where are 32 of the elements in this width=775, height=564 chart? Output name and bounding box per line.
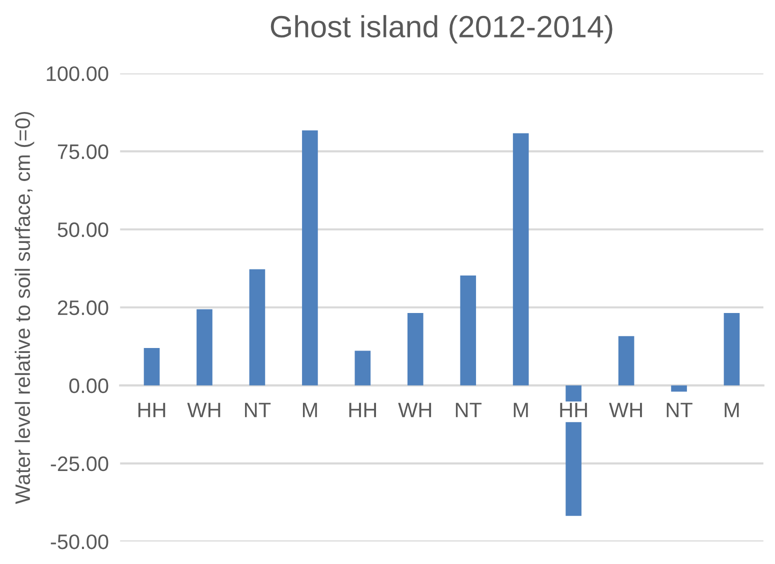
y-tick-label: 75.00 — [58, 144, 108, 160]
bar — [724, 312, 740, 386]
y-tick-label: -25.00 — [50, 456, 108, 472]
y-tick-label: 100.00 — [46, 66, 108, 82]
x-tick-label: HH — [560, 402, 587, 418]
bar — [618, 336, 634, 386]
bar — [196, 309, 212, 386]
bar — [512, 133, 529, 386]
bar — [144, 348, 160, 386]
x-tick-label: HH — [138, 402, 166, 418]
x-tick-label: M — [302, 402, 317, 418]
x-tick-label: M — [514, 402, 528, 418]
bar — [302, 130, 318, 386]
x-tick-label: HH — [349, 402, 376, 418]
bar — [407, 312, 424, 386]
chart-title: Ghost island (2012-2014) — [270, 15, 612, 44]
x-tick-label: M — [724, 402, 739, 418]
y-axis-title: Water level relative to soil surface, cm (=0) — [14, 112, 34, 504]
y-tick-label: 25.00 — [58, 300, 108, 316]
y-tick-label: -50.00 — [50, 534, 108, 550]
x-tick-label: WH — [187, 402, 220, 418]
bar — [460, 276, 476, 386]
x-tick-label: WH — [609, 402, 642, 418]
bar — [354, 350, 371, 386]
bar — [671, 385, 687, 392]
x-tick-label: NT — [666, 402, 692, 418]
y-tick-label: 0.00 — [69, 378, 108, 394]
bar — [249, 269, 266, 386]
y-tick-label: 50.00 — [58, 222, 108, 238]
x-tick-label: NT — [245, 402, 271, 418]
x-tick-label: NT — [456, 402, 482, 418]
x-tick-label: WH — [398, 402, 432, 418]
